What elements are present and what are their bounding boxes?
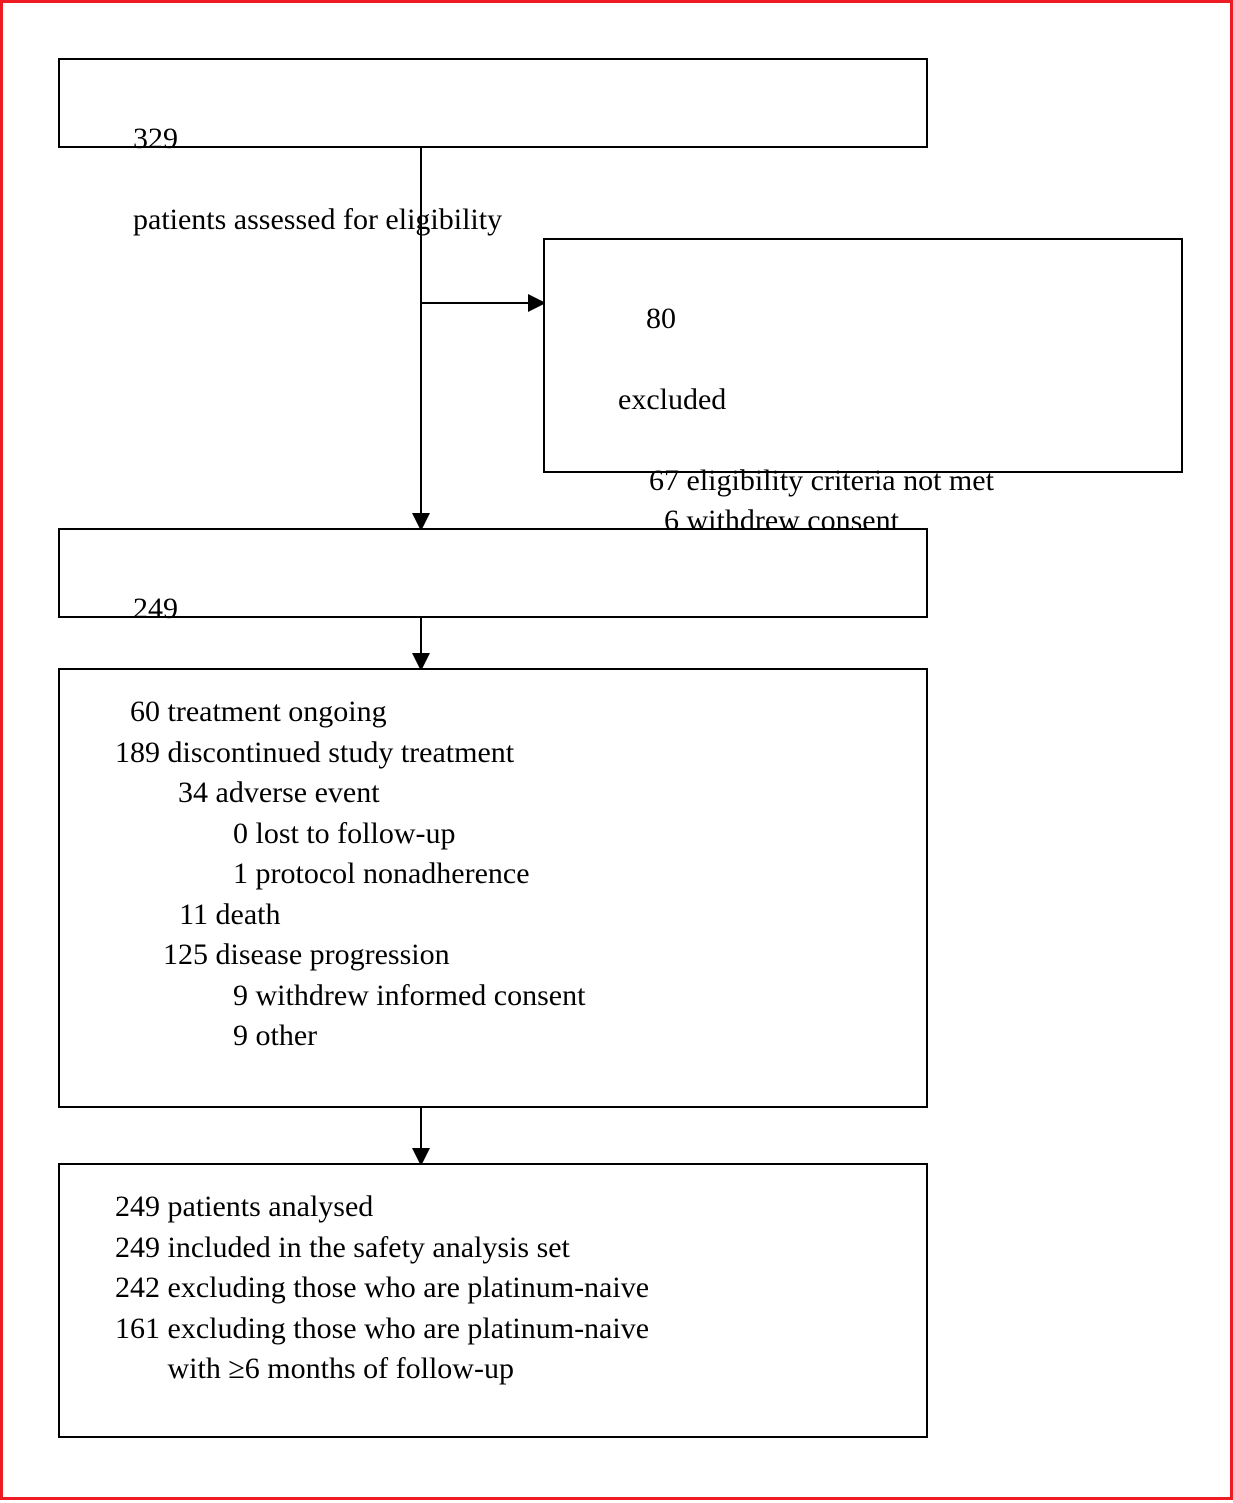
node-discontinued: 60 treatment ongoing 189 discontinued st… xyxy=(58,668,928,1108)
node-excluded: 80 excluded 67 eligibility criteria not … xyxy=(543,238,1183,473)
node-assessed: 329 patients assessed for eligibility xyxy=(58,58,928,148)
assessed-label: patients assessed for eligibility xyxy=(133,203,502,236)
node-analysed: 249 patients analysed 249 included in th… xyxy=(58,1163,928,1438)
flowchart-canvas: 329 patients assessed for eligibility 80… xyxy=(0,0,1233,1500)
node-enrolled: 249 enrolled and treated with ≥1 dose of… xyxy=(58,528,928,618)
enrolled-n: 249 xyxy=(133,592,178,625)
excluded-n: 80 xyxy=(618,299,676,340)
excluded-label: excluded xyxy=(618,383,726,416)
assessed-n: 329 xyxy=(133,122,178,155)
